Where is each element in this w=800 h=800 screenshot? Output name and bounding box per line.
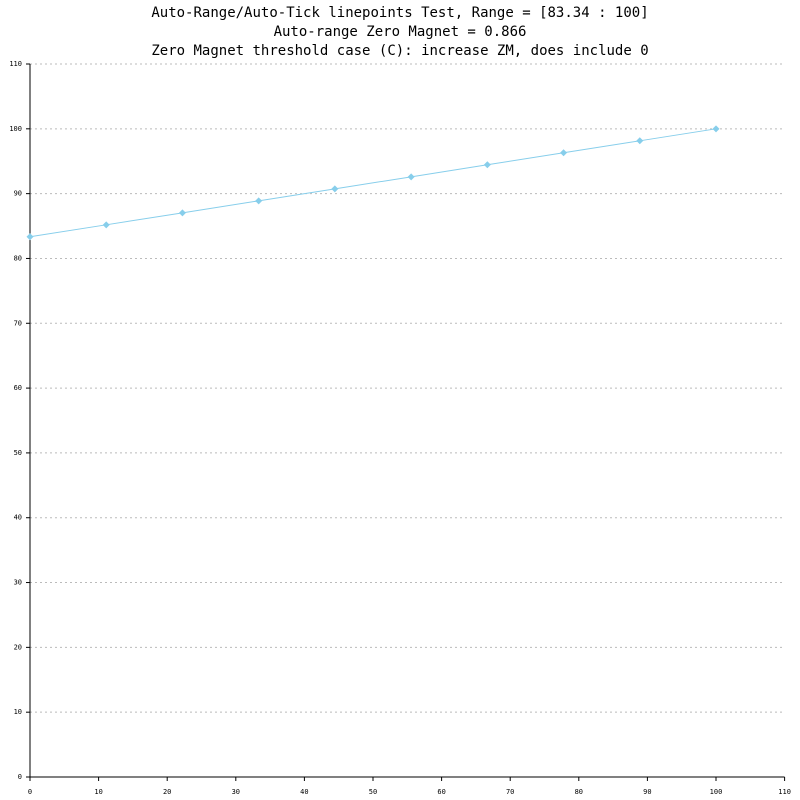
x-tick-label: 40 bbox=[300, 788, 308, 796]
point bbox=[712, 125, 720, 133]
point bbox=[483, 161, 491, 169]
x-tick-label: 110 bbox=[778, 788, 791, 796]
y-tick-label: 100 bbox=[9, 125, 22, 133]
y-tick-label: 20 bbox=[14, 643, 22, 651]
chart-title: Auto-Range/Auto-Tick linepoints Test, Ra… bbox=[151, 5, 648, 21]
point bbox=[407, 173, 415, 181]
point bbox=[178, 209, 186, 217]
point bbox=[102, 221, 110, 229]
chart-title: Auto-range Zero Magnet = 0.866 bbox=[274, 24, 527, 40]
y-tick-label: 90 bbox=[14, 190, 22, 198]
x-tick-label: 90 bbox=[643, 788, 651, 796]
point bbox=[331, 185, 339, 193]
x-tick-label: 30 bbox=[232, 788, 240, 796]
y-tick-label: 30 bbox=[14, 579, 22, 587]
point bbox=[636, 137, 644, 145]
point bbox=[560, 149, 568, 157]
y-tick-label: 110 bbox=[9, 60, 22, 68]
y-tick-label: 60 bbox=[14, 384, 22, 392]
y-tick-label: 40 bbox=[14, 514, 22, 522]
y-tick-label: 10 bbox=[14, 708, 22, 716]
x-tick-label: 70 bbox=[506, 788, 514, 796]
y-tick-label: 80 bbox=[14, 254, 22, 262]
x-tick-label: 100 bbox=[710, 788, 723, 796]
chart-title: Zero Magnet threshold case (C): increase… bbox=[151, 43, 648, 59]
x-tick-label: 80 bbox=[575, 788, 583, 796]
x-tick-label: 60 bbox=[437, 788, 445, 796]
x-tick-label: 20 bbox=[163, 788, 171, 796]
y-tick-label: 70 bbox=[14, 319, 22, 327]
point bbox=[26, 233, 34, 241]
y-tick-label: 50 bbox=[14, 449, 22, 457]
y-tick-label: 0 bbox=[18, 773, 22, 781]
line bbox=[29, 128, 717, 238]
point bbox=[255, 197, 263, 205]
x-tick-label: 10 bbox=[94, 788, 102, 796]
x-tick-label: 0 bbox=[28, 788, 32, 796]
x-tick-label: 50 bbox=[369, 788, 377, 796]
